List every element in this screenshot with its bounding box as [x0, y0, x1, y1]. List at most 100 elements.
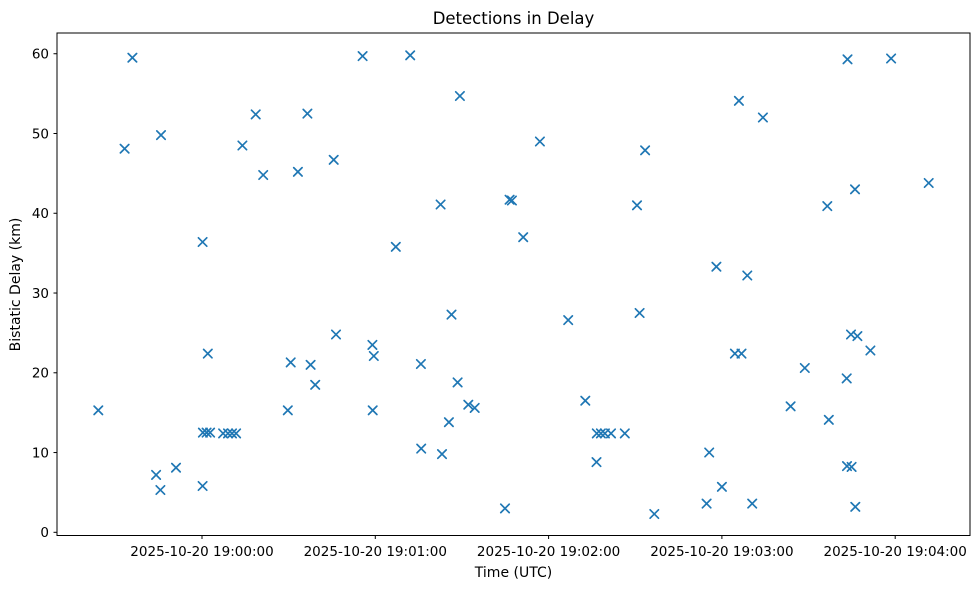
y-tick-label: 20: [32, 366, 49, 382]
data-point-marker: [452, 377, 463, 388]
y-tick-label: 30: [32, 286, 49, 302]
data-point-marker: [197, 236, 208, 248]
data-point-marker: [716, 481, 727, 492]
data-points: [93, 50, 934, 520]
y-tick-label: 10: [32, 445, 49, 461]
data-point-marker: [170, 462, 182, 473]
data-point-marker: [258, 169, 269, 181]
data-point-marker: [415, 358, 426, 370]
data-point-marker: [785, 401, 796, 412]
data-point-marker: [250, 109, 261, 120]
data-point-marker: [923, 177, 934, 189]
data-point-marker: [390, 241, 401, 252]
data-point-marker: [518, 232, 529, 243]
data-point-marker: [506, 195, 517, 206]
y-axis-ticks: 0 10 20 30 40 50 60: [32, 47, 57, 541]
chart-title: Detections in Delay: [433, 9, 595, 28]
data-point-marker: [591, 428, 602, 439]
data-point-marker: [201, 427, 212, 438]
data-point-marker: [757, 112, 768, 123]
data-point-marker: [416, 443, 427, 454]
data-point-marker: [563, 315, 574, 326]
data-point-marker: [823, 414, 834, 425]
data-point-marker: [822, 201, 833, 212]
data-point-marker: [595, 428, 606, 439]
x-tick-label: 2025-10-20 19:02:00: [477, 544, 620, 560]
data-point-marker: [742, 270, 753, 281]
data-point-marker: [841, 373, 852, 384]
data-point-marker: [119, 143, 130, 154]
data-point-marker: [328, 154, 339, 165]
data-point-marker: [886, 53, 897, 64]
plot-area: [56, 32, 971, 536]
data-point-marker: [865, 345, 876, 356]
data-point-marker: [704, 447, 715, 458]
y-tick-label: 0: [40, 525, 49, 541]
data-point-marker: [155, 130, 167, 141]
data-point-marker: [580, 395, 591, 406]
data-point-marker: [310, 379, 321, 390]
y-axis-label: Bistatic Delay (km): [8, 218, 24, 352]
data-point-marker: [282, 405, 293, 416]
data-point-marker: [443, 417, 454, 428]
data-point-marker: [93, 405, 104, 416]
data-point-marker: [846, 461, 857, 472]
y-tick-label: 50: [32, 126, 49, 142]
data-point-marker: [619, 428, 630, 439]
data-point-marker: [292, 166, 303, 177]
x-tick-label: 2025-10-20 19:03:00: [650, 544, 793, 560]
data-point-marker: [799, 362, 810, 374]
data-point-marker: [155, 484, 166, 496]
x-tick-label: 2025-10-20 19:00:00: [130, 544, 273, 560]
data-point-marker: [499, 503, 511, 514]
y-tick-label: 60: [32, 47, 49, 63]
data-point-marker: [197, 480, 208, 492]
data-point-marker: [640, 145, 651, 156]
data-point-marker: [305, 359, 316, 370]
data-point-marker: [357, 51, 368, 62]
x-axis-ticks: 2025-10-20 19:00:00 2025-10-20 19:01:00 20…: [130, 535, 967, 560]
data-point-marker: [367, 339, 378, 350]
data-point-marker: [197, 427, 208, 438]
data-point-marker: [842, 54, 853, 65]
data-point-marker: [435, 199, 446, 210]
data-point-marker: [852, 331, 863, 342]
data-point-marker: [405, 50, 416, 61]
data-point-marker: [237, 140, 248, 151]
data-point-marker: [226, 428, 238, 439]
data-point-marker: [701, 498, 712, 509]
data-point-marker: [733, 95, 744, 106]
data-point-marker: [631, 200, 643, 211]
x-tick-label: 2025-10-20 19:01:00: [304, 544, 447, 560]
data-point-marker: [747, 498, 758, 509]
data-point-marker: [302, 108, 313, 119]
data-point-marker: [367, 405, 378, 416]
data-point-marker: [504, 194, 515, 205]
data-point-marker: [231, 428, 242, 439]
y-tick-label: 40: [32, 206, 49, 222]
data-point-marker: [850, 501, 861, 512]
data-point-marker: [205, 427, 216, 438]
data-point-marker: [849, 184, 861, 195]
data-point-marker: [591, 457, 602, 468]
data-point-marker: [202, 348, 213, 359]
data-point-marker: [711, 261, 722, 272]
data-point-marker: [736, 348, 747, 359]
data-point-marker: [222, 428, 234, 439]
data-point-marker: [634, 307, 645, 319]
data-point-marker: [151, 469, 162, 480]
data-point-marker: [605, 428, 617, 439]
data-point-marker: [469, 402, 480, 413]
data-point-marker: [463, 399, 474, 410]
data-point-marker: [368, 350, 379, 362]
x-tick-label: 2025-10-20 19:04:00: [823, 544, 966, 560]
data-point-marker: [285, 357, 296, 368]
data-point-marker: [127, 52, 138, 63]
data-point-marker: [534, 136, 545, 147]
data-point-marker: [436, 449, 448, 460]
data-point-marker: [649, 508, 660, 520]
data-point-marker: [454, 90, 465, 102]
x-axis-label: Time (UTC): [474, 565, 552, 581]
